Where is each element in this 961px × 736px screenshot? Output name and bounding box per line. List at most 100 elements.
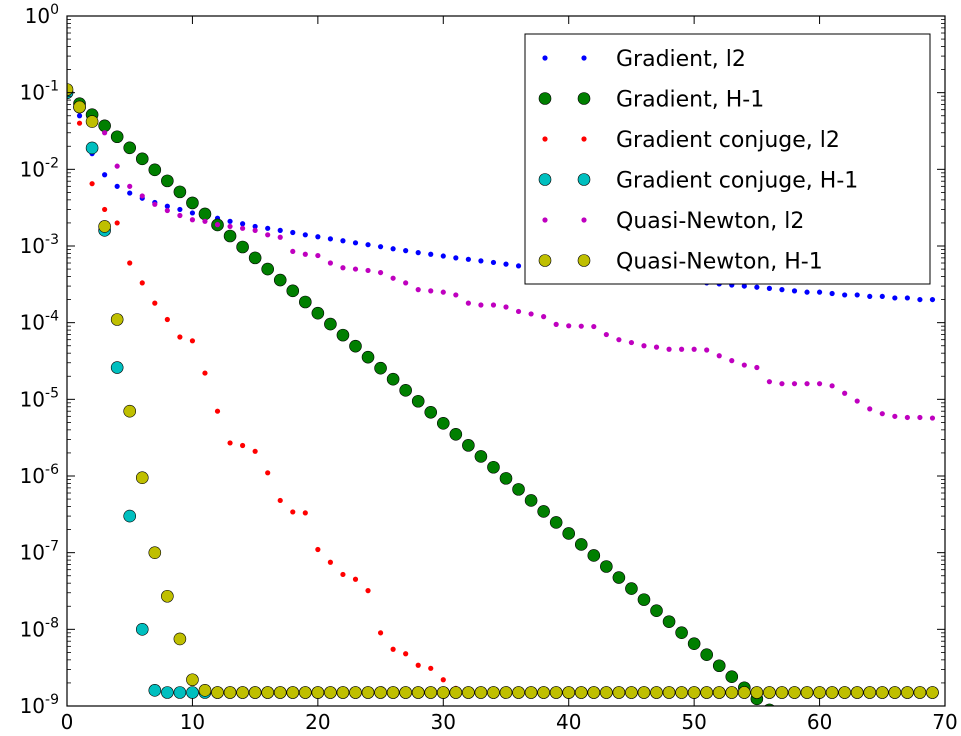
series-4-point [716,353,722,359]
ticks-layer: 0 10 20 30 40 50 60 70 100 10-1 10-2 10-3 10-4 10-5 10… [20,2,958,734]
series-4-point [127,183,133,189]
series-4-point [829,383,835,389]
series-5-point [161,589,174,603]
series-1-point [411,394,425,408]
series-1-point [135,152,149,166]
series-0-point [465,256,471,262]
series-0-point [403,248,409,254]
series-4-point [754,364,760,371]
series-1-point [625,582,638,595]
series-5-point [850,686,864,699]
series-2-point [252,448,258,454]
series-0-point [478,258,484,264]
series-5-point [888,686,902,699]
series-4-point [377,269,384,276]
y-tick-label: 10-8 [20,615,59,641]
series-0-point [917,296,923,303]
x-tick-label: 70 [932,710,957,734]
series-1-point [273,273,287,287]
series-4-point [842,390,848,396]
series-2-point [76,120,83,126]
series-0-point [177,206,183,213]
series-0-point [127,190,133,196]
series-5-point [612,686,626,699]
series-2-point [89,181,95,187]
series-4-point [390,275,396,281]
series-5-point [875,686,889,699]
series-4-point [791,381,798,387]
series-4-point [340,265,346,271]
series-4-point [691,346,697,352]
series-2-point [327,559,333,565]
series-5-point [524,686,538,699]
series-0-point [365,242,371,248]
series-0-point [340,238,346,244]
series-0-point [302,232,308,238]
series-2-point [440,677,446,683]
legend-label: Gradient, l2 [616,47,746,72]
series-1-point [675,626,688,639]
series-4-point [315,252,321,259]
plot-frame [66,15,946,707]
y-tick-label: 10-6 [20,462,60,488]
series-0-point [265,225,271,231]
series-4-point [879,411,885,417]
series-5-point [838,686,851,699]
series-1-point [173,185,187,199]
series-5-point [411,686,425,699]
series-4-point [265,232,271,238]
series-0-point [741,283,747,289]
series-5-point [236,686,249,699]
series-0-point [415,250,421,256]
y-tick-label: 10-2 [20,155,59,181]
series-0-point [766,285,773,291]
series-5-point [349,686,362,699]
series-0-point [102,172,108,178]
series-4-point [189,217,196,223]
series-1-point [299,295,312,309]
legend-marker [581,217,587,223]
series-4-point [503,304,509,310]
series-4-point [766,379,773,385]
series-5 [67,83,939,699]
series-4-point [679,346,685,352]
series-5-point [436,686,450,699]
series-3-point [110,361,124,374]
series-4-point [327,260,333,266]
series-2-point [302,510,308,516]
series-3-point [186,686,199,699]
legend-marker [542,217,548,223]
series-4-point [729,358,735,364]
series-5-point [687,686,701,699]
legend-marker [542,136,548,142]
series-5-point [825,686,839,699]
series-5-point [700,686,713,699]
x-tick-label: 30 [431,710,456,734]
legend-marker [538,254,552,267]
series-5-point [562,686,576,699]
series-0-point [428,251,434,257]
series-1-point [110,130,124,144]
series-5-point [600,686,613,699]
series-5-point [863,686,877,699]
series-2-point [114,220,120,226]
series-5-point [148,546,162,559]
series-5-point [198,684,212,697]
series-5-point [625,686,638,699]
series-5-point [474,686,488,699]
series-4-point [102,130,108,136]
series-2-point [365,588,371,594]
legend-marker [581,136,587,142]
series-4-point [515,308,522,315]
series-4-point [114,163,120,169]
series-4-point [152,201,158,207]
series-5-point [273,686,287,699]
series-4-point [240,225,246,231]
series-5-point [399,686,412,699]
series-0-point [114,183,120,189]
series-5-point [123,404,137,418]
y-tick-label: 10-4 [20,309,60,335]
series-5-point [336,686,350,699]
x-tick-label: 60 [807,710,832,734]
series-3-point [85,141,99,155]
